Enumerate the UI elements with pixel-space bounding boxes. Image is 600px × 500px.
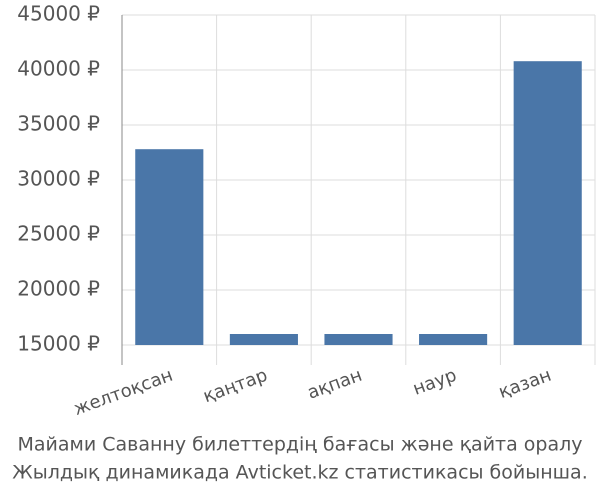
y-tick-label: 30000 ₽ — [17, 167, 100, 191]
y-tick-label: 15000 ₽ — [17, 332, 100, 356]
y-tick-label: 35000 ₽ — [17, 112, 100, 136]
y-tick-label: 40000 ₽ — [17, 57, 100, 81]
caption-line: Майами Саванну билеттердің бағасы және қ… — [17, 434, 582, 456]
x-tick-label: қазан — [496, 365, 554, 403]
caption-line: Жылдық динамикада Avticket.kz статистика… — [12, 462, 587, 484]
x-tick-label: ақпан — [305, 365, 365, 404]
bar — [513, 61, 582, 345]
bar — [229, 334, 298, 345]
x-tick-label: наур — [410, 365, 459, 400]
bar — [135, 149, 204, 345]
y-tick-label: 20000 ₽ — [17, 277, 100, 301]
bar — [419, 334, 488, 345]
x-tick-label: желтоқсан — [71, 365, 176, 420]
y-tick-label: 45000 ₽ — [17, 2, 100, 26]
bar — [324, 334, 393, 345]
y-tick-label: 25000 ₽ — [17, 222, 100, 246]
x-tick-label: қаңтар — [200, 365, 270, 408]
